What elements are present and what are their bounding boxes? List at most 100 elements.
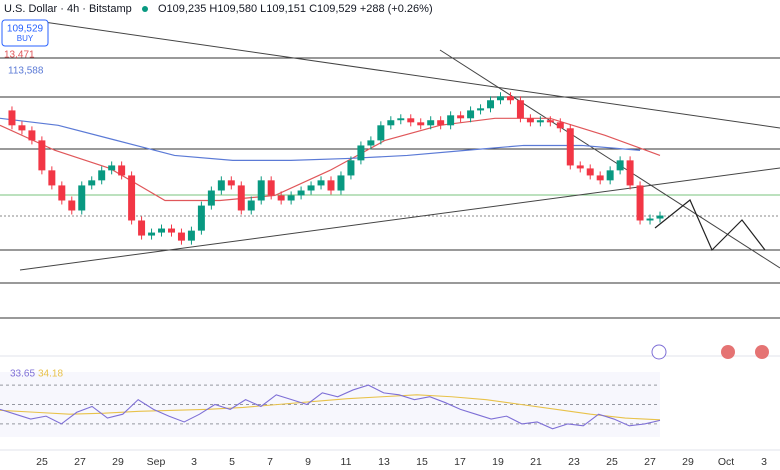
candle bbox=[88, 180, 96, 186]
candle bbox=[367, 140, 375, 146]
candle bbox=[307, 185, 315, 191]
x-tick-label: 11 bbox=[341, 456, 352, 468]
x-tick-label: 25 bbox=[36, 456, 48, 468]
candle bbox=[8, 110, 16, 126]
flag-icon[interactable] bbox=[755, 345, 769, 359]
candle bbox=[287, 195, 295, 201]
candle bbox=[606, 170, 614, 181]
candle bbox=[38, 140, 46, 171]
candle bbox=[158, 228, 166, 233]
candle bbox=[177, 232, 185, 241]
symbol-title: U.S. Dollar · 4h · Bitstamp bbox=[4, 3, 132, 15]
x-tick-label: 23 bbox=[568, 456, 580, 468]
candle bbox=[656, 215, 664, 219]
horizontal-levels bbox=[0, 57, 780, 319]
candle bbox=[626, 160, 634, 186]
candle bbox=[596, 175, 604, 181]
candle bbox=[68, 200, 76, 211]
x-tick-label: 7 bbox=[267, 456, 273, 468]
x-tick-label: 29 bbox=[112, 456, 124, 468]
candle bbox=[576, 165, 584, 169]
candle bbox=[118, 165, 126, 176]
x-tick-label: 13 bbox=[378, 456, 390, 468]
candle bbox=[317, 180, 325, 186]
candle bbox=[427, 120, 435, 126]
flag-icon[interactable] bbox=[721, 345, 735, 359]
trend-lines bbox=[19, 19, 780, 271]
candle bbox=[187, 230, 195, 241]
candle bbox=[257, 180, 265, 201]
candle bbox=[98, 170, 106, 181]
x-tick-label: 29 bbox=[682, 456, 694, 468]
x-tick-label: 5 bbox=[229, 456, 235, 468]
x-tick-label: 17 bbox=[454, 456, 466, 468]
candle bbox=[417, 122, 425, 126]
candle bbox=[167, 228, 175, 233]
candle bbox=[237, 185, 245, 211]
status-dot bbox=[142, 6, 148, 12]
x-tick-label: 19 bbox=[492, 456, 504, 468]
candle bbox=[347, 160, 355, 176]
candle bbox=[556, 122, 564, 129]
candle bbox=[437, 120, 445, 126]
x-tick-label: 3 bbox=[191, 456, 197, 468]
candle bbox=[546, 120, 554, 123]
x-tick-label: 15 bbox=[416, 456, 428, 468]
candle bbox=[247, 200, 255, 211]
candle bbox=[387, 120, 395, 126]
candle bbox=[516, 100, 524, 119]
candle bbox=[197, 205, 205, 231]
candle bbox=[536, 120, 544, 123]
candle bbox=[407, 118, 415, 123]
ma-label: 113,588 bbox=[8, 66, 44, 77]
x-tick-label: Sep bbox=[147, 456, 166, 468]
candle bbox=[207, 190, 215, 206]
x-tick-label: 27 bbox=[74, 456, 86, 468]
candle bbox=[297, 190, 305, 196]
candle bbox=[487, 100, 495, 109]
moving-average bbox=[0, 117, 641, 161]
candle bbox=[267, 180, 275, 196]
candle bbox=[78, 185, 86, 211]
candle bbox=[108, 165, 116, 171]
buy-label: BUY bbox=[17, 34, 34, 43]
candle bbox=[28, 130, 36, 141]
candle bbox=[58, 185, 66, 201]
candle bbox=[447, 115, 455, 126]
candle bbox=[138, 220, 146, 236]
x-tick-label: 25 bbox=[606, 456, 618, 468]
candle bbox=[586, 168, 594, 176]
candle bbox=[457, 115, 465, 119]
x-tick-label: Oct bbox=[718, 456, 734, 468]
candle bbox=[616, 160, 624, 171]
ma-label: 13,471 bbox=[4, 50, 35, 61]
x-tick-label: 27 bbox=[644, 456, 656, 468]
candle bbox=[227, 180, 235, 186]
candle bbox=[18, 125, 26, 131]
candle bbox=[277, 195, 285, 201]
candle bbox=[496, 96, 504, 101]
candle bbox=[337, 175, 345, 191]
x-tick-label: 9 bbox=[305, 456, 311, 468]
projection-path bbox=[654, 199, 766, 252]
candle bbox=[148, 232, 156, 236]
candle bbox=[467, 110, 475, 119]
candle bbox=[128, 175, 136, 221]
candle bbox=[377, 125, 385, 141]
candle bbox=[636, 185, 644, 221]
candle bbox=[477, 108, 485, 111]
candle bbox=[327, 180, 335, 191]
x-tick-label: 3 bbox=[761, 456, 767, 468]
rsi-line bbox=[0, 384, 661, 430]
candle bbox=[217, 180, 225, 191]
event-icon[interactable] bbox=[651, 344, 667, 360]
candle bbox=[526, 118, 534, 123]
buy-button[interactable] bbox=[1, 19, 49, 47]
rsi-line bbox=[0, 394, 661, 421]
candle bbox=[506, 96, 514, 101]
x-tick-label: 21 bbox=[530, 456, 542, 468]
candle bbox=[397, 118, 405, 121]
candle bbox=[357, 145, 365, 161]
